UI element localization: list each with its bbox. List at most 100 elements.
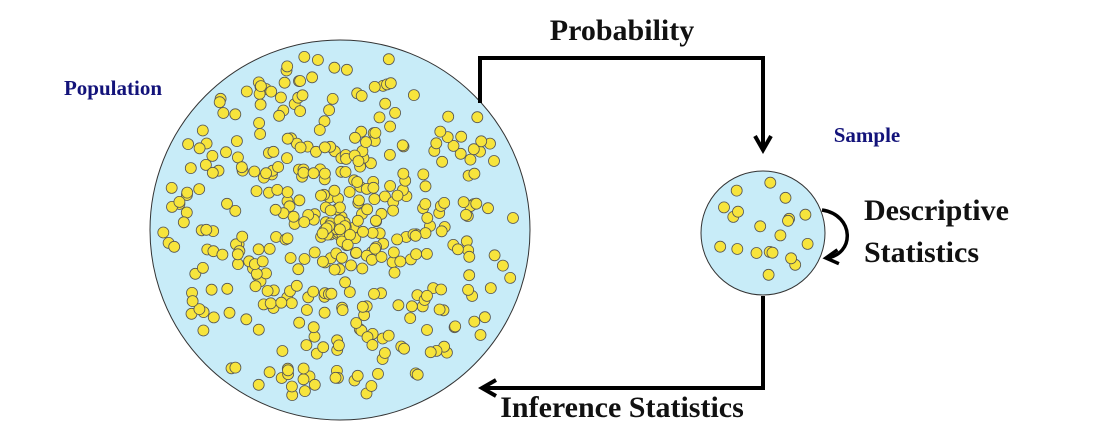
dot (297, 362, 310, 375)
dot (263, 242, 276, 255)
dot (329, 371, 342, 384)
dot (774, 229, 787, 242)
dot (254, 98, 267, 111)
dot (447, 139, 460, 152)
dot (298, 51, 311, 63)
dot (344, 228, 356, 241)
dot (365, 380, 378, 392)
dot (249, 280, 262, 293)
dot (298, 385, 311, 398)
dot (785, 252, 797, 265)
dot (232, 258, 244, 271)
dot (281, 152, 293, 165)
dot (504, 271, 517, 284)
dot (308, 246, 321, 259)
dot (343, 186, 356, 198)
dot (308, 378, 321, 391)
dot (454, 147, 467, 160)
dot (269, 203, 282, 216)
dot (223, 306, 236, 319)
dot (373, 111, 386, 124)
dot (764, 176, 777, 189)
dot (328, 184, 341, 197)
dot (165, 181, 178, 194)
inference-label: Inference Statistics (500, 391, 744, 424)
dot (345, 259, 357, 272)
dot (292, 263, 305, 276)
dot (196, 124, 209, 137)
dot (360, 136, 372, 149)
dot (328, 263, 341, 276)
dot (368, 193, 381, 206)
dot (313, 124, 326, 136)
dot (349, 131, 361, 144)
dot (357, 225, 369, 238)
dot (387, 246, 400, 259)
dot (384, 77, 397, 90)
dot (436, 155, 449, 168)
dot (240, 313, 253, 326)
dot (366, 339, 379, 351)
dot (318, 167, 331, 180)
dot (384, 120, 397, 133)
dot (177, 216, 190, 229)
dot (356, 300, 369, 313)
dot (318, 141, 331, 154)
dot (265, 85, 278, 98)
dot (731, 243, 744, 255)
dot (419, 180, 432, 193)
dot (732, 205, 744, 218)
dot (409, 229, 422, 242)
dot (252, 323, 265, 336)
dot (384, 180, 397, 192)
dot (206, 149, 219, 162)
dot (229, 204, 242, 217)
dot (387, 204, 400, 217)
dot (407, 89, 420, 101)
dot (253, 117, 266, 129)
dot (207, 311, 220, 324)
dot (181, 186, 194, 199)
dot (252, 378, 265, 391)
dot (297, 166, 310, 179)
dot (463, 269, 476, 282)
dot (206, 166, 219, 179)
dot (281, 186, 294, 199)
dot (339, 276, 352, 289)
dot (326, 93, 339, 105)
dot (254, 128, 267, 140)
dot (714, 240, 727, 253)
dot (382, 53, 395, 66)
dot (343, 286, 356, 299)
dot (318, 306, 331, 319)
dot (449, 320, 462, 333)
dot (221, 282, 234, 295)
dot (294, 141, 307, 154)
dot (272, 161, 285, 173)
dot (236, 230, 249, 243)
dot (267, 145, 280, 158)
dot (369, 126, 382, 139)
dot (352, 194, 365, 207)
dot (298, 253, 311, 265)
dot (193, 183, 206, 196)
dot (298, 216, 311, 229)
dot (352, 155, 365, 168)
dot (317, 341, 330, 354)
dot (410, 248, 423, 261)
dot (186, 295, 199, 308)
dot (438, 196, 451, 209)
dot (274, 91, 287, 104)
dot (421, 289, 433, 302)
dot (394, 255, 407, 268)
dot (471, 111, 484, 124)
dot (311, 54, 324, 66)
dot (285, 297, 298, 310)
dot (421, 211, 434, 224)
dot (355, 90, 368, 102)
dot (306, 71, 319, 84)
dot (281, 132, 294, 145)
dot (290, 279, 303, 292)
dot (217, 107, 230, 119)
dot (392, 299, 405, 312)
